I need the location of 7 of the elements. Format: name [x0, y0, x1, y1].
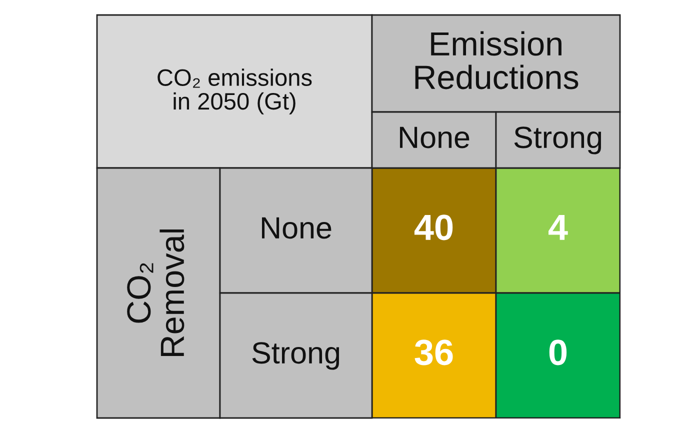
data-label: 40: [414, 214, 453, 240]
data-label: 0: [549, 340, 567, 366]
chart-title: CO₂ emissions in 2050 (Gt): [158, 68, 312, 114]
y-axis-title: CO₂ Removal: [127, 229, 184, 356]
data-label: 4: [548, 214, 568, 240]
x-axis-title: Emission Reductions: [415, 31, 578, 90]
data-label: 36: [414, 340, 453, 366]
